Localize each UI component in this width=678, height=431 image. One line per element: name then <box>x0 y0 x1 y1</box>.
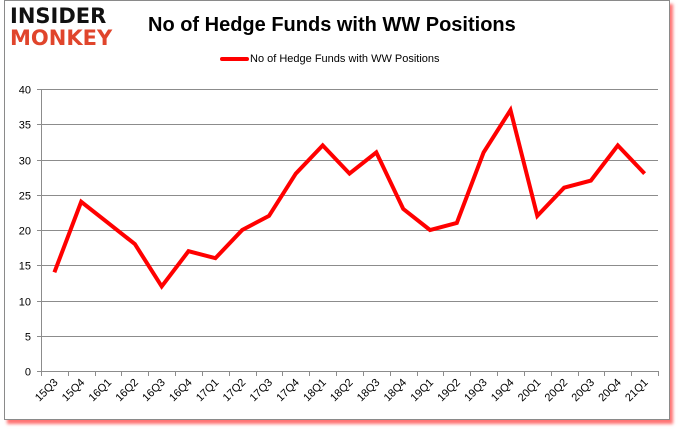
x-tick-label: 17Q4 <box>274 377 302 405</box>
x-tick-label: 19Q3 <box>462 377 490 405</box>
x-tick-label: 16Q2 <box>113 377 141 405</box>
x-tick-label: 16Q3 <box>140 377 168 405</box>
logo-line-2: MONKEY <box>10 26 113 50</box>
x-tick-label: 17Q2 <box>221 377 249 405</box>
series-line <box>52 105 647 290</box>
x-tick-label: 19Q2 <box>435 377 463 405</box>
y-tick-label: 5 <box>25 332 31 344</box>
y-tick-label: 35 <box>19 120 31 132</box>
x-tick-label: 20Q3 <box>570 377 598 405</box>
x-tick-label: 17Q1 <box>194 377 222 405</box>
y-tick-label: 15 <box>19 261 31 273</box>
x-tick-label: 20Q4 <box>596 377 624 405</box>
x-tick-label: 16Q4 <box>167 377 195 405</box>
chart-frame <box>4 0 670 420</box>
chart-title: No of Hedge Funds with WW Positions <box>148 14 516 36</box>
x-tick-label: 20Q1 <box>516 377 544 405</box>
x-tick-label: 21Q1 <box>623 377 651 405</box>
x-tick-label: 19Q1 <box>409 377 437 405</box>
y-tick-label: 30 <box>19 156 31 168</box>
chart-legend: No of Hedge Funds with WW Positions <box>220 53 440 65</box>
gridlines <box>37 89 658 372</box>
x-tick-label: 19Q4 <box>489 377 517 405</box>
y-tick-label: 20 <box>19 226 31 238</box>
x-tick-label: 18Q1 <box>301 377 329 405</box>
x-tick-label: 18Q2 <box>328 377 356 405</box>
x-tick-label: 20Q2 <box>543 377 571 405</box>
y-axis-ticks: 0 5 10 15 20 25 30 35 40 <box>19 85 31 379</box>
y-tick-label: 25 <box>19 191 31 203</box>
y-tick-label: 10 <box>19 297 31 309</box>
x-tick-label: 18Q4 <box>382 377 410 405</box>
x-tick-label: 15Q4 <box>60 377 88 405</box>
x-tick-label: 18Q3 <box>355 377 383 405</box>
x-tick-label: 16Q1 <box>87 377 115 405</box>
x-tick-label: 15Q3 <box>33 377 61 405</box>
legend-label: No of Hedge Funds with WW Positions <box>250 53 440 65</box>
y-tick-label: 40 <box>19 85 31 97</box>
x-tick-label: 17Q3 <box>248 377 276 405</box>
logo-line-1: INSIDER <box>10 4 107 28</box>
legend-line-swatch-icon <box>220 57 249 61</box>
y-tick-label: 0 <box>25 367 31 379</box>
x-axis: 15Q3 15Q4 16Q1 16Q2 16Q3 16Q4 17Q1 17Q2 17Q3 17Q4… <box>33 89 659 405</box>
insider-monkey-logo: INSIDER MONKEY <box>10 6 130 49</box>
